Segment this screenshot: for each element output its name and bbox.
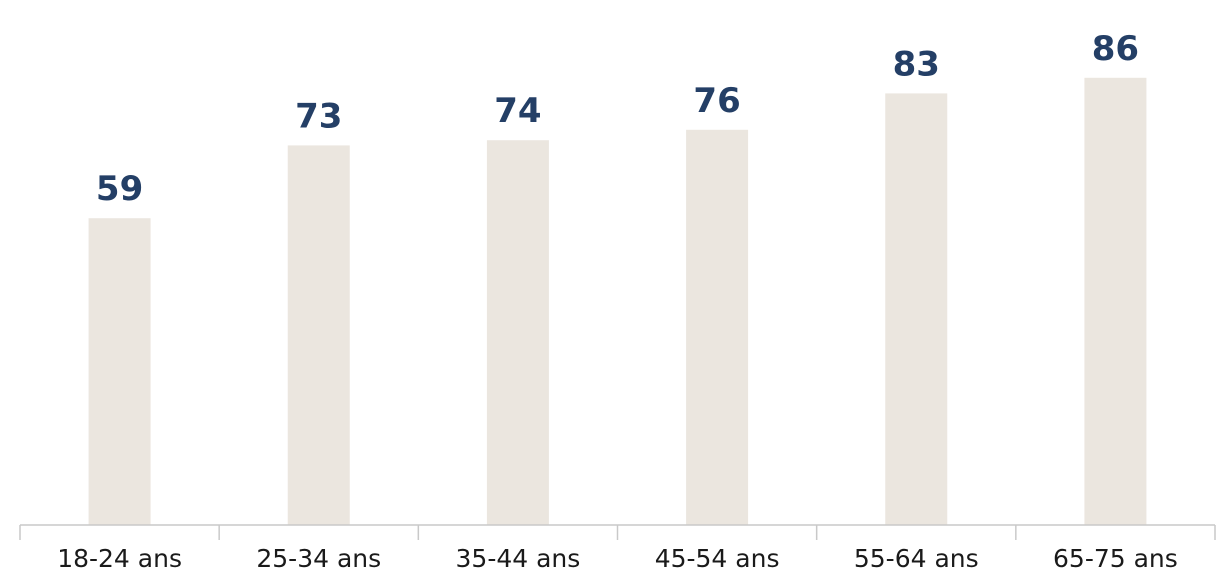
bar-45-54-ans	[686, 129, 749, 526]
category-label: 45-54 ans	[655, 544, 780, 573]
value-label: 73	[295, 96, 342, 136]
value-label: 76	[693, 81, 740, 121]
value-label: 74	[494, 91, 541, 131]
bar-65-75-ans	[1084, 77, 1147, 526]
x-axis	[19, 524, 1216, 540]
bars-group	[88, 77, 1147, 526]
value-label: 83	[893, 44, 940, 84]
bar-18-24-ans	[88, 218, 151, 525]
category-labels-group: 18-24 ans 25-34 ans 35-44 ans 45-54 ans 55-6…	[57, 544, 1178, 573]
bar-35-44-ans	[486, 140, 549, 525]
category-label: 55-64 ans	[854, 544, 979, 573]
category-label: 25-34 ans	[256, 544, 381, 573]
category-label: 18-24 ans	[57, 544, 182, 573]
value-labels-group: 59 73 74 76 83 86	[96, 29, 1139, 209]
value-label: 86	[1092, 29, 1139, 69]
value-label: 59	[96, 169, 143, 209]
bar-25-34-ans	[287, 145, 350, 525]
bar-55-64-ans	[885, 93, 948, 526]
category-label: 65-75 ans	[1053, 544, 1178, 573]
category-label: 35-44 ans	[456, 544, 581, 573]
